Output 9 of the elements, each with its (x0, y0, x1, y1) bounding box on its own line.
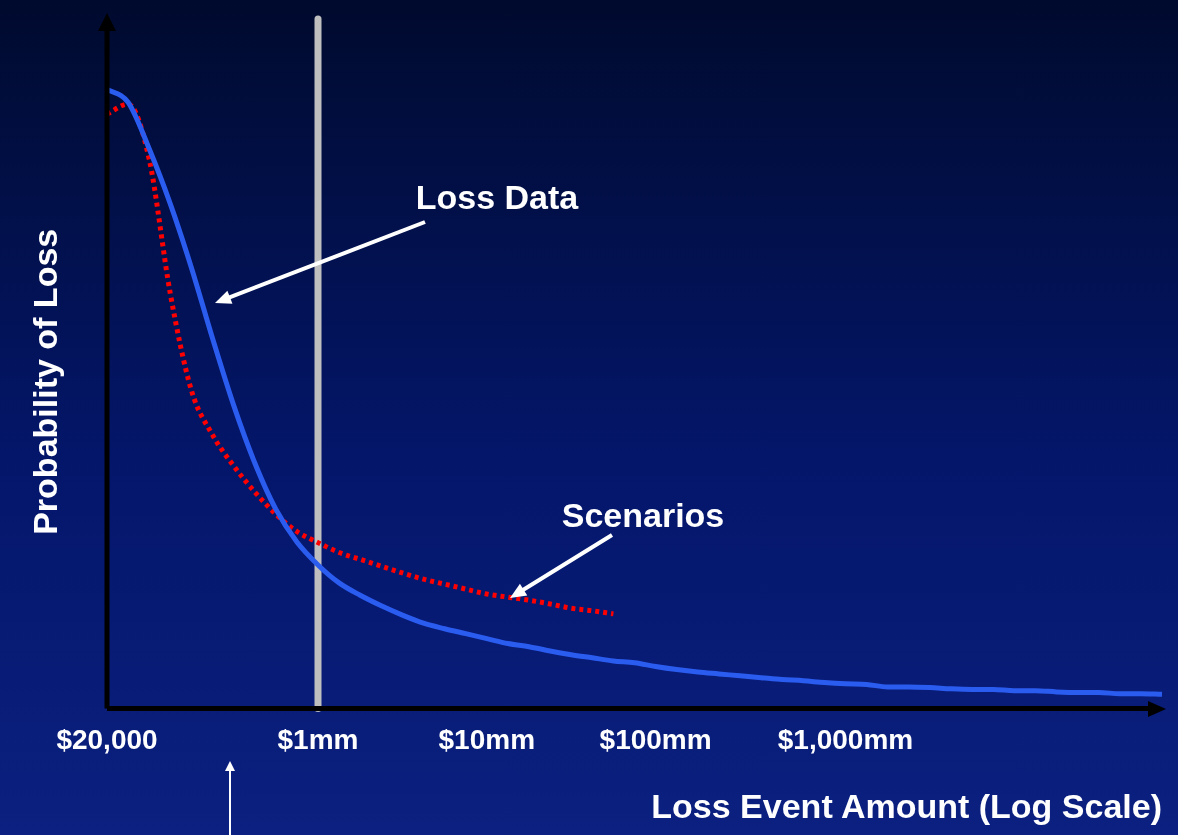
x-tick-label: $1,000mm (777, 724, 914, 756)
x-tick-label: $10mm (438, 724, 536, 756)
annotation: Scenarios (561, 496, 725, 535)
x-axis-title: Loss Event Amount (Log Scale) (651, 786, 1162, 825)
x-tick-label: $20,000 (56, 724, 158, 756)
y-axis-title: Probability of Loss (26, 228, 65, 535)
annotation: Loss Data (415, 178, 580, 217)
x-tick-label: $100mm (599, 724, 712, 756)
x-tick-label: $1mm (277, 724, 359, 756)
